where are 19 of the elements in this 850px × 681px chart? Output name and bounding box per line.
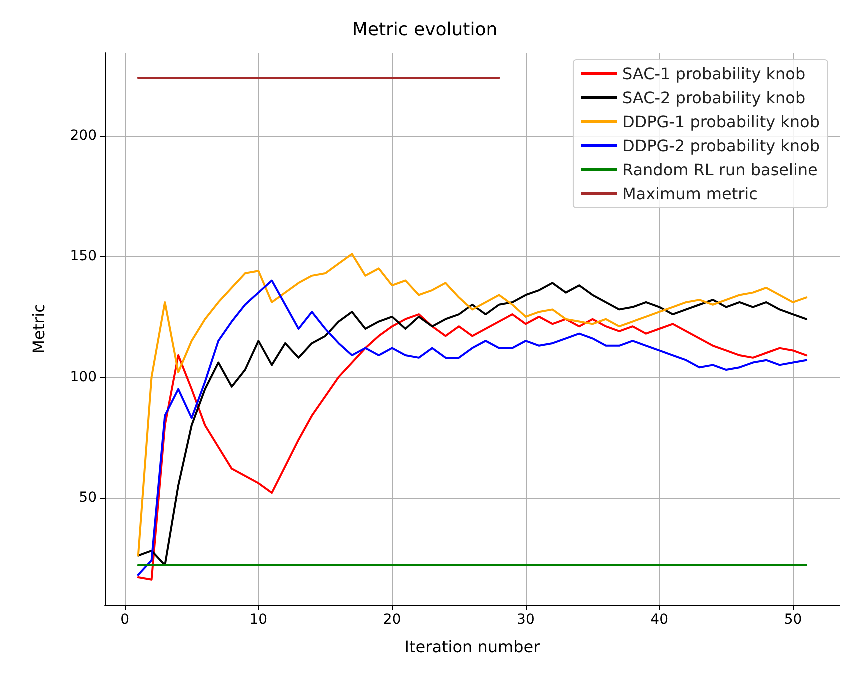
x-tick-label: 50 <box>784 612 802 628</box>
y-tick-label: 100 <box>70 369 97 386</box>
legend-label: DDPG-2 probability knob <box>622 136 820 156</box>
x-tick-label: 30 <box>517 612 535 628</box>
y-tick-label: 150 <box>70 248 97 265</box>
legend-label: SAC-2 probability knob <box>622 88 806 108</box>
y-tick-label: 200 <box>70 128 97 144</box>
chart-title: Metric evolution <box>352 20 498 40</box>
x-tick-label: 0 <box>120 612 130 628</box>
x-tick-label: 10 <box>250 612 268 628</box>
legend-label: DDPG-1 probability knob <box>622 112 820 132</box>
x-tick-label: 40 <box>650 612 669 628</box>
legend-label: Random RL run baseline <box>622 160 818 180</box>
legend-label: Maximum metric <box>622 184 758 204</box>
y-axis-title: Metric <box>30 304 48 354</box>
x-tick-label: 20 <box>383 612 402 628</box>
x-axis-title: Iteration number <box>404 638 541 656</box>
legend-label: SAC-1 probability knob <box>622 64 806 84</box>
y-tick-label: 50 <box>79 490 97 506</box>
